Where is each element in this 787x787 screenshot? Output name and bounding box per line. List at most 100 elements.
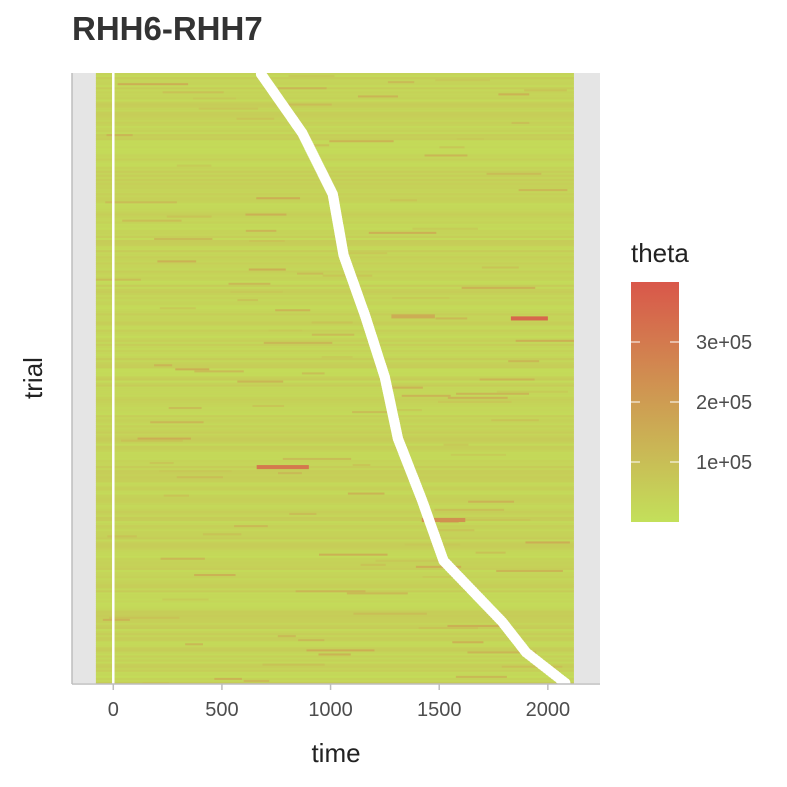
heatmap-streak	[162, 598, 209, 601]
heatmap-row	[95, 83, 574, 86]
heatmap-row	[95, 358, 574, 361]
heatmap-row	[95, 466, 574, 469]
heatmap-hotspot	[256, 465, 309, 470]
heatmap-streak	[439, 521, 459, 524]
heatmap-streak	[198, 107, 259, 111]
heatmap-row	[95, 125, 574, 129]
heatmap-row	[95, 675, 574, 679]
heatmap-streak	[347, 492, 385, 495]
heatmap-streak	[450, 453, 506, 457]
heatmap-streak	[214, 677, 242, 681]
heatmap-row	[95, 103, 574, 106]
heatmap-streak	[234, 525, 268, 528]
heatmap-streak	[160, 557, 205, 561]
heatmap-row	[95, 525, 574, 528]
heatmap-row	[95, 629, 574, 632]
heatmap-row	[95, 382, 574, 386]
heatmap-row	[95, 150, 574, 153]
heatmap-streak	[418, 626, 478, 630]
heatmap-row	[95, 364, 574, 367]
heatmap-streak	[422, 576, 460, 579]
heatmap-streak	[236, 117, 275, 121]
heatmap-row	[95, 521, 574, 524]
heatmap-row	[95, 81, 574, 84]
heatmap-streak	[438, 400, 512, 404]
heatmap-row	[95, 162, 574, 166]
heatmap-streak	[456, 138, 484, 141]
heatmap-row	[95, 616, 574, 620]
heatmap-row	[95, 407, 574, 410]
heatmap-row	[95, 347, 574, 351]
heatmap-streak	[107, 535, 137, 538]
heatmap-streak	[352, 464, 371, 467]
heatmap-row	[95, 635, 574, 638]
heatmap-streak	[447, 624, 507, 628]
heatmap-streak	[511, 121, 530, 125]
heatmap-streak	[435, 317, 468, 320]
x-tick-label: 0	[108, 699, 119, 721]
x-axis: 0 500 1000 1500 2000	[72, 683, 600, 721]
heatmap-row	[95, 614, 574, 618]
heatmap-row	[95, 180, 574, 184]
heatmap-row	[95, 288, 574, 292]
heatmap-row	[95, 178, 574, 182]
heatmap-streak	[498, 93, 530, 96]
heatmap-row	[95, 531, 574, 534]
heatmap-row	[95, 248, 574, 251]
heatmap-row	[95, 327, 574, 331]
heatmap-streak	[105, 201, 177, 204]
heatmap-row	[95, 462, 574, 465]
heatmap-row	[95, 378, 574, 381]
heatmap-row	[95, 547, 574, 550]
heatmap-row	[95, 643, 574, 646]
heatmap-row	[95, 329, 574, 333]
heatmap-row	[95, 73, 574, 76]
heatmap-row	[95, 345, 574, 349]
heatmap-streak	[415, 565, 462, 569]
heatmap-row	[95, 445, 574, 449]
heatmap-row	[95, 669, 574, 673]
heatmap-streak	[142, 681, 170, 685]
legend-title: theta	[631, 238, 689, 268]
heatmap-streak	[163, 494, 189, 498]
heatmap-streak	[501, 665, 563, 669]
heatmap-row	[95, 419, 574, 422]
heatmap-streak	[508, 360, 540, 363]
heatmap-row	[95, 571, 574, 575]
heatmap-streak	[496, 390, 568, 394]
heatmap-row	[95, 292, 574, 296]
heatmap-row	[95, 117, 574, 121]
heatmap-streak	[318, 653, 351, 656]
heatmap-row	[95, 311, 574, 314]
heatmap-row	[95, 663, 574, 667]
heatmap-row	[95, 427, 574, 430]
heatmap-row	[95, 549, 574, 553]
heatmap-row	[95, 472, 574, 475]
heatmap-streak	[467, 651, 537, 654]
heatmap-row	[95, 612, 574, 616]
heatmap-streak	[412, 227, 478, 231]
heatmap-row	[95, 307, 574, 310]
heatmap-row	[95, 254, 574, 257]
heatmap-row	[95, 119, 574, 123]
heatmap-row	[95, 421, 574, 424]
heatmap-streak	[159, 307, 196, 310]
x-tick-label: 2000	[526, 699, 571, 721]
heatmap-streak	[194, 574, 236, 577]
heatmap-streak	[150, 421, 204, 424]
heatmap-row	[95, 578, 574, 581]
heatmap-row	[95, 244, 574, 247]
heatmap-row	[95, 170, 574, 174]
heatmap-streak	[319, 553, 388, 557]
heatmap-row	[95, 372, 574, 375]
x-tick-label: 500	[205, 699, 238, 721]
heatmap-row	[95, 154, 574, 157]
heatmap-streak	[311, 321, 353, 324]
heatmap-streak	[435, 79, 490, 82]
heatmap-streak	[452, 641, 484, 644]
heatmap-streak	[268, 329, 303, 333]
heatmap-row	[95, 166, 574, 170]
heatmap-row	[95, 679, 574, 683]
heatmap-streak	[524, 89, 567, 92]
heatmap-row	[95, 174, 574, 178]
